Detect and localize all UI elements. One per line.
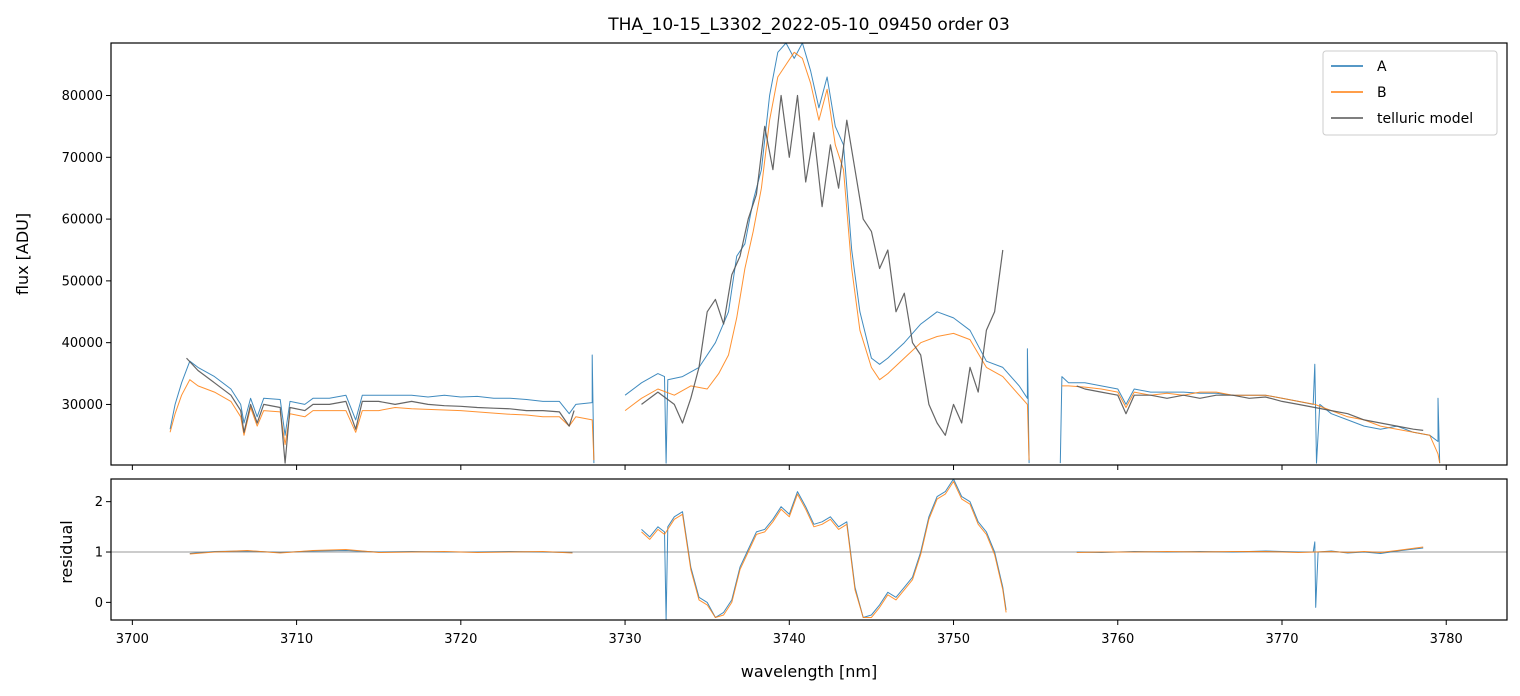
main-y-tick-label: 60000: [62, 213, 103, 228]
main-series-a-segment-2: [624, 43, 1030, 464]
main-y-tick-label: 30000: [62, 398, 103, 413]
residual-x-tick-label: 3700: [116, 632, 149, 647]
residual-x-tick-label: 3710: [280, 632, 313, 647]
residual-series-group: [189, 479, 1424, 620]
residual-y-axis-label: residual: [57, 520, 76, 583]
main-y-tick-label: 80000: [62, 89, 103, 104]
residual-plot-frame: [110, 478, 1508, 621]
main-series-b-segment-3: [1061, 385, 1441, 464]
main-series-telluric-model-segment-2: [641, 94, 1004, 436]
main-panel: 30000 40000 50000 60000 70000 80000 flux [ADU…: [13, 42, 1508, 470]
main-series-b-segment-1: [169, 379, 595, 461]
x-axis-label: wavelength [nm]: [741, 662, 878, 681]
main-series-group: [169, 43, 1441, 464]
main-y-tick-label: 50000: [62, 274, 103, 289]
chart-title: THA_10-15_L3302_2022-05-10_09450 order 0…: [607, 15, 1010, 35]
residual-x-tick-label: 3740: [773, 632, 806, 647]
main-axis-ticks: 30000 40000 50000 60000 70000 80000: [62, 89, 1447, 470]
legend-label-telluric: telluric model: [1377, 111, 1473, 127]
main-series-telluric-model-segment-1: [186, 357, 575, 464]
residual-x-tick-label: 3770: [1265, 632, 1298, 647]
main-series-telluric-model-segment-3: [1076, 385, 1424, 431]
residual-x-tick-label: 3760: [1101, 632, 1134, 647]
legend-label-b: B: [1377, 85, 1387, 101]
main-series-b-segment-2: [624, 51, 1030, 461]
main-y-tick-label: 70000: [62, 151, 103, 166]
main-y-tick-label: 40000: [62, 336, 103, 351]
main-plot-frame: [110, 42, 1508, 466]
residual-x-tick-label: 3750: [937, 632, 970, 647]
legend-box: [1322, 50, 1498, 136]
legend-label-a: A: [1377, 59, 1387, 75]
residual-series-b-segment-1: [189, 549, 573, 555]
main-series-a-segment-1: [169, 354, 595, 464]
residual-x-tick-label: 3780: [1430, 632, 1463, 647]
residual-series-b-segment-2: [641, 481, 1007, 618]
residual-x-tick-label: 3730: [609, 632, 642, 647]
residual-axis-ticks: 0 1 2 3700 3710 3720 3730 3740 3750 3760 3770 3780: [95, 495, 1463, 647]
residual-x-tick-label: 3720: [444, 632, 477, 647]
residual-series-b-segment-3: [1076, 546, 1424, 553]
legend: A B telluric model: [1322, 50, 1498, 136]
residual-y-tick-label: 0: [95, 596, 103, 611]
residual-y-tick-label: 1: [95, 546, 103, 561]
residual-y-tick-label: 2: [95, 495, 103, 510]
main-y-axis-label: flux [ADU]: [13, 213, 32, 295]
